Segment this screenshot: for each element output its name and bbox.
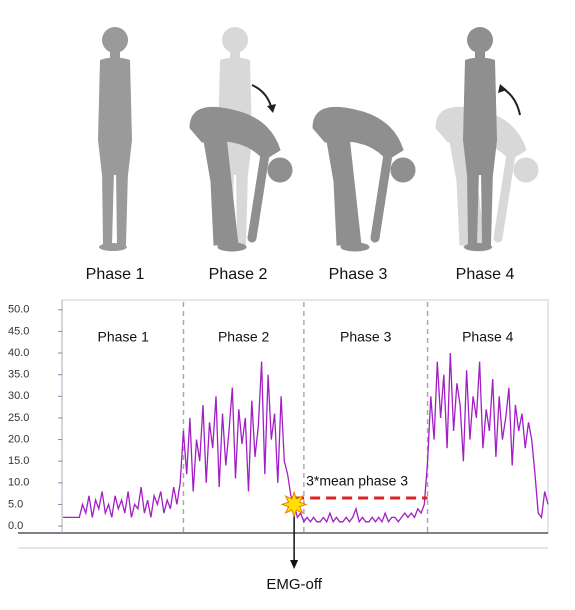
y-tick-label: 5.0: [8, 498, 23, 510]
phase-label: Phase 2: [218, 329, 270, 345]
emg-off-arrow-head: [290, 560, 299, 569]
y-tick-label: 30.0: [8, 390, 29, 402]
emg-off-label: EMG-off: [266, 576, 322, 593]
emg-signal: [63, 352, 549, 524]
y-tick-label: 40.0: [8, 347, 29, 359]
y-tick-label: 15.0: [8, 455, 29, 467]
figure-label: Phase 1: [86, 266, 145, 283]
phase-label: Phase 3: [340, 329, 392, 345]
y-tick-label: 50.0: [8, 304, 29, 316]
threshold-label: 3*mean phase 3: [306, 473, 408, 489]
figures: [98, 27, 538, 251]
phase-label: Phase 4: [462, 329, 514, 345]
emg-off-marker: [280, 490, 308, 518]
figure-label: Phase 3: [329, 266, 388, 283]
y-tick-label: 45.0: [8, 325, 29, 337]
arrow-head: [498, 84, 507, 93]
y-tick-label: 25.0: [8, 412, 29, 424]
arrow: [501, 87, 521, 116]
figure-label: Phase 4: [456, 266, 515, 283]
y-tick-label: 0.0: [8, 520, 23, 532]
figure-standing: [98, 27, 132, 251]
phase-label: Phase 1: [98, 329, 150, 345]
arrow-head: [267, 104, 276, 113]
y-tick-label: 10.0: [8, 477, 29, 489]
y-tick-label: 20.0: [8, 433, 29, 445]
figure-bent: [313, 107, 415, 251]
figure-label: Phase 2: [209, 266, 268, 283]
y-tick-label: 35.0: [8, 369, 29, 381]
